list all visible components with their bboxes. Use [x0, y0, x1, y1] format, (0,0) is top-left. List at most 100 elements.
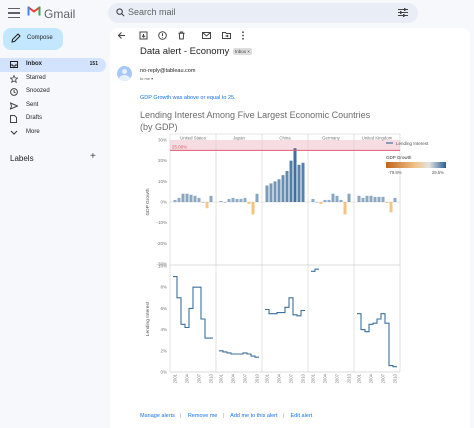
gdp-bar — [255, 193, 259, 202]
search-placeholder: Search mail — [128, 7, 176, 17]
legend-max-label: 29.5% — [432, 170, 444, 175]
gdp-bar — [361, 197, 365, 202]
lending-interest-chart[interactable]: United States Japan China Germany United Kin… — [110, 28, 470, 428]
alert-message[interactable]: GDP Growth was above or equal to 25. — [140, 95, 236, 101]
x-tick-label: 2001 — [219, 373, 224, 383]
gdp-bar — [193, 195, 197, 202]
top-bar: Gmail Search mail — [0, 0, 474, 28]
gdp-bar — [293, 148, 297, 202]
x-tick-label: 2004 — [323, 373, 328, 383]
more-vert-icon[interactable] — [241, 31, 245, 40]
avatar — [117, 66, 132, 81]
y-tick-label: 2% — [160, 348, 167, 353]
x-tick-label: 2001 — [265, 373, 270, 383]
sidebar-item-drafts[interactable]: Drafts — [0, 112, 106, 126]
add-me-link[interactable]: Add me to this alert — [230, 413, 278, 419]
compose-label: Compose — [27, 35, 53, 41]
report-spam-icon[interactable] — [158, 31, 167, 40]
lending-interest-line — [357, 313, 397, 368]
y-tick-label: 6% — [160, 306, 167, 311]
lending-interest-line — [265, 297, 305, 317]
x-tick-label: 2010 — [393, 373, 398, 383]
gdp-bar — [373, 196, 377, 202]
x-tick-label: 2007 — [381, 373, 386, 383]
gdp-bar — [181, 193, 185, 202]
country-header: China — [279, 136, 291, 141]
y-tick-label: -30% — [156, 262, 167, 267]
y-tick-label: 0% — [160, 200, 167, 205]
recipient-toggle[interactable]: to me ▾ — [140, 76, 154, 81]
gdp-bar — [369, 195, 373, 202]
gdp-bar — [377, 196, 381, 202]
gmail-logo-icon[interactable] — [27, 5, 41, 16]
gdp-bar — [247, 202, 251, 205]
country-header: Germany — [322, 136, 341, 141]
gdp-bar — [301, 162, 305, 202]
y-tick-label: 8% — [160, 285, 167, 290]
sidebar-item-label: More — [26, 128, 40, 135]
sidebar-item-inbox[interactable]: Inbox 151 — [0, 58, 106, 72]
pencil-icon — [11, 33, 21, 43]
legend-gradient-title: GDP Growth — [386, 155, 412, 160]
x-tick-label: 2010 — [209, 373, 214, 383]
sidebar-item-snoozed[interactable]: Snoozed — [0, 85, 106, 99]
x-tick-label: 2004 — [277, 373, 282, 383]
gdp-bar — [243, 197, 247, 202]
country-header: United States — [180, 136, 206, 141]
email-subject: Data alert - Economy — [140, 46, 230, 57]
send-icon — [10, 101, 18, 110]
sidebar-item-sent[interactable]: Sent — [0, 99, 106, 113]
labels-heading: Labels — [10, 154, 34, 163]
gdp-bar — [381, 196, 385, 202]
sidebar-item-label: Inbox — [26, 61, 42, 67]
gdp-bar — [273, 181, 277, 202]
x-tick-label: 2004 — [369, 373, 374, 383]
lending-interest-line — [173, 276, 213, 339]
email-view: Data alert - Economy Inbox × no-reply@ta… — [110, 28, 470, 428]
chevron-down-icon — [10, 130, 18, 135]
gdp-bar — [269, 183, 273, 202]
menu-icon[interactable] — [8, 8, 20, 19]
y-tick-label: 20% — [158, 158, 167, 163]
gdp-bar — [219, 200, 223, 202]
gdp-bar — [197, 197, 201, 202]
inbox-count-badge: 151 — [89, 61, 98, 67]
tune-icon[interactable] — [398, 8, 408, 17]
move-to-icon[interactable] — [222, 31, 231, 40]
gdp-bar — [235, 198, 239, 202]
gdp-bar — [323, 199, 327, 202]
sidebar-item-label: Snoozed — [26, 88, 50, 94]
gdp-bar — [385, 202, 389, 204]
sidebar-item-more[interactable]: More — [0, 126, 106, 140]
inbox-label-chip[interactable]: Inbox × — [233, 48, 252, 55]
search-bar[interactable]: Search mail — [108, 3, 418, 23]
manage-alerts-link[interactable]: Manage alerts — [140, 413, 175, 419]
trash-icon[interactable] — [177, 31, 186, 40]
gdp-bar — [227, 198, 231, 202]
gdp-bar — [327, 199, 331, 202]
gdp-bar — [185, 193, 189, 202]
gdp-bar — [339, 199, 343, 202]
back-arrow-icon[interactable] — [117, 31, 126, 40]
archive-icon[interactable] — [139, 31, 148, 40]
mail-icon[interactable] — [202, 31, 211, 40]
search-icon[interactable] — [116, 8, 125, 17]
gdp-bar — [297, 164, 301, 202]
gdp-bar — [277, 179, 281, 202]
sidebar-nav: Inbox 151 Starred Snoozed Sent Drafts Mo… — [0, 58, 106, 139]
gdp-bar — [289, 160, 293, 202]
gdp-bar — [315, 202, 319, 203]
gdp-bar — [281, 175, 285, 202]
y-tick-label: 0% — [160, 370, 167, 375]
add-label-icon[interactable]: + — [90, 151, 96, 162]
star-icon — [10, 74, 18, 83]
x-tick-label: 2007 — [197, 373, 202, 383]
edit-alert-link[interactable]: Edit alert — [290, 413, 313, 419]
compose-button[interactable]: Compose — [3, 28, 63, 50]
sidebar-item-starred[interactable]: Starred — [0, 72, 106, 86]
remove-me-link[interactable]: Remove me — [187, 413, 218, 419]
y-tick-label: 30% — [158, 138, 167, 143]
alert-links: Manage alerts | Remove me | Add me to this… — [140, 413, 313, 419]
threshold-band — [170, 140, 400, 151]
gdp-bar — [177, 197, 181, 202]
